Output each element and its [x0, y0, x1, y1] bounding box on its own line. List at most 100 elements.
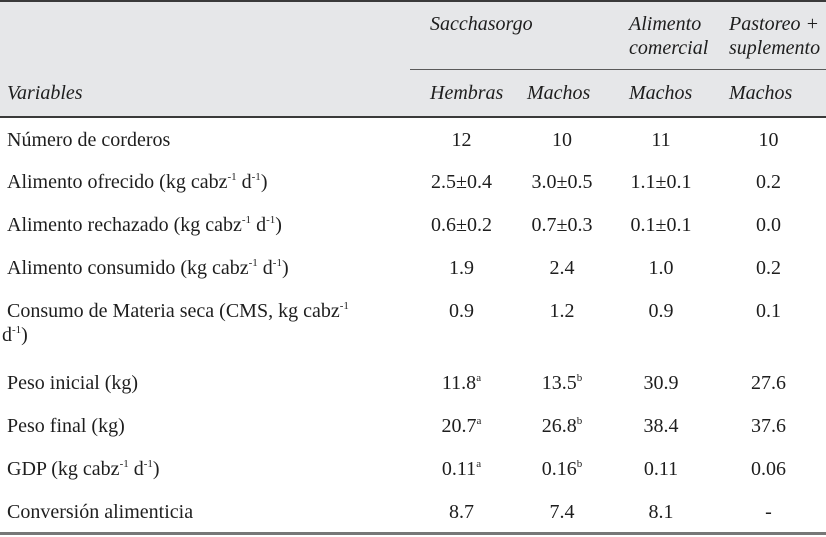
cell-machos-alimento: 38.4 — [611, 404, 711, 447]
unit-exponent: -1 — [227, 171, 237, 183]
row-label-text: Peso inicial (kg) — [7, 372, 139, 394]
unit-exponent: -1 — [339, 300, 349, 312]
cell-hembras: 1.9 — [410, 246, 513, 289]
cell-value: 0.16 — [541, 458, 577, 480]
unit-exponent: -1 — [119, 458, 129, 470]
cell-value: 0.2 — [756, 257, 782, 279]
cell-hembras: 0.11a — [410, 447, 513, 490]
table-row: Alimento ofrecido (kg cabz-1 d-1) 2.5±0.… — [0, 160, 826, 203]
significance-letter: a — [476, 458, 482, 470]
table-body: Número de corderos 12 10 11 10 Alimento … — [0, 117, 826, 533]
cell-machos-sacchasorgo: 26.8b — [513, 404, 611, 447]
cell-value: 13.5 — [541, 372, 577, 394]
cell-value: 0.0 — [756, 214, 782, 236]
cell-value: 0.1±0.1 — [630, 214, 692, 236]
cell-value: 0.7±0.3 — [531, 214, 593, 236]
row-label-text: Conversión alimenticia — [7, 501, 194, 523]
header-empty-cell — [0, 1, 410, 69]
table-row: Peso final (kg) 20.7a 26.8b 38.4 37.6 — [0, 404, 826, 447]
cell-value: 1.0 — [648, 257, 674, 279]
row-label-text: d — [236, 171, 252, 193]
cell-value: 38.4 — [643, 415, 679, 437]
row-label-text: d — [257, 257, 273, 279]
header-group-alimento-comercial: Alimento comercial — [611, 1, 711, 69]
cell-value: 0.2 — [756, 171, 782, 193]
cell-machos-pastoreo: 10 — [711, 117, 826, 160]
cell-hembras: 8.7 — [410, 490, 513, 533]
cell-hembras: 0.9 — [410, 289, 513, 361]
row-label-text: d — [251, 214, 267, 236]
cell-machos-sacchasorgo: 1.2 — [513, 289, 611, 361]
significance-letter: b — [576, 415, 583, 427]
table-row: Alimento rechazado (kg cabz-1 d-1) 0.6±0… — [0, 203, 826, 246]
cell-value: 3.0±0.5 — [531, 171, 593, 193]
cell-value: 0.1 — [756, 300, 782, 322]
significance-letter: b — [576, 372, 583, 384]
row-label: Alimento ofrecido (kg cabz-1 d-1) — [0, 160, 410, 203]
row-label-text: ) — [275, 214, 282, 236]
cell-value: 8.7 — [449, 501, 474, 523]
cell-value: 2.5±0.4 — [431, 171, 492, 193]
cell-machos-sacchasorgo: 0.7±0.3 — [513, 203, 611, 246]
cell-value: 1.2 — [549, 300, 575, 322]
cell-machos-pastoreo: 0.06 — [711, 447, 826, 490]
header-group-label-line-2: comercial — [629, 37, 709, 59]
cell-machos-pastoreo: 37.6 — [711, 404, 826, 447]
cell-machos-pastoreo: - — [711, 490, 826, 533]
row-label: Conversión alimenticia — [0, 490, 410, 533]
row-label-text: d — [2, 324, 12, 346]
cell-value: 0.9 — [648, 300, 674, 322]
cell-value: 11.8 — [441, 372, 477, 394]
cell-machos-sacchasorgo: 2.4 — [513, 246, 611, 289]
row-label-text: Alimento ofrecido (kg cabz — [7, 171, 228, 193]
row-label: Alimento rechazado (kg cabz-1 d-1) — [0, 203, 410, 246]
cell-machos-pastoreo: 0.1 — [711, 289, 826, 361]
table-row: Conversión alimenticia 8.7 7.4 8.1 - — [0, 490, 826, 533]
table-header: Sacchasorgo Alimento comercial Pastoreo … — [0, 1, 826, 117]
table-row: GDP (kg cabz-1 d-1) 0.11a 0.16b 0.11 0.0… — [0, 447, 826, 490]
row-label-text: ) — [21, 324, 28, 346]
subheader-machos-pastoreo: Machos — [711, 68, 826, 117]
cell-value: 20.7 — [441, 415, 477, 437]
row-label-text: Peso final (kg) — [7, 415, 125, 437]
cell-value: 0.9 — [449, 300, 474, 322]
unit-exponent: -1 — [12, 324, 22, 336]
cell-value: 11 — [651, 129, 671, 151]
cell-machos-alimento: 0.11 — [611, 447, 711, 490]
cell-machos-alimento: 30.9 — [611, 361, 711, 404]
cell-machos-alimento: 1.0 — [611, 246, 711, 289]
table-row: Número de corderos 12 10 11 10 — [0, 117, 826, 160]
row-label: Alimento consumido (kg cabz-1 d-1) — [0, 246, 410, 289]
cell-value: 27.6 — [751, 372, 787, 394]
row-label: Peso final (kg) — [0, 404, 410, 447]
row-label-text: Alimento consumido (kg cabz — [7, 257, 249, 279]
unit-exponent: -1 — [251, 171, 261, 183]
cell-value: 0.06 — [751, 458, 787, 480]
row-label-text: GDP (kg cabz — [7, 458, 120, 480]
cell-value: 26.8 — [541, 415, 577, 437]
row-label-text: ) — [260, 171, 268, 193]
row-label: GDP (kg cabz-1 d-1) — [0, 447, 410, 490]
row-label-text: d — [128, 458, 144, 480]
cell-machos-pastoreo: 0.2 — [711, 160, 826, 203]
cell-machos-alimento: 0.1±0.1 — [611, 203, 711, 246]
row-label-text: ) — [281, 257, 289, 279]
cell-hembras: 2.5±0.4 — [410, 160, 513, 203]
header-group-pastoreo-suplemento: Pastoreo + suplemento — [711, 1, 826, 69]
cell-value: 8.1 — [648, 501, 674, 523]
cell-machos-alimento: 1.1±0.1 — [611, 160, 711, 203]
header-subheader-row: Variables Hembras Machos Machos Machos — [0, 68, 826, 117]
unit-exponent: -1 — [272, 257, 282, 269]
subheader-hembras: Hembras — [410, 68, 513, 117]
significance-letter: a — [476, 372, 482, 384]
cell-machos-alimento: 0.9 — [611, 289, 711, 361]
cell-value: 0.11 — [441, 458, 477, 480]
cell-value: 10 — [758, 129, 779, 151]
table-row: Consumo de Materia seca (CMS, kg cabz-1 … — [0, 289, 826, 361]
cell-value: 1.1±0.1 — [630, 171, 692, 193]
cell-value: - — [765, 501, 772, 523]
cell-value: 10 — [552, 129, 572, 151]
cell-value: 2.4 — [549, 257, 575, 279]
cell-value: 12 — [451, 129, 472, 151]
